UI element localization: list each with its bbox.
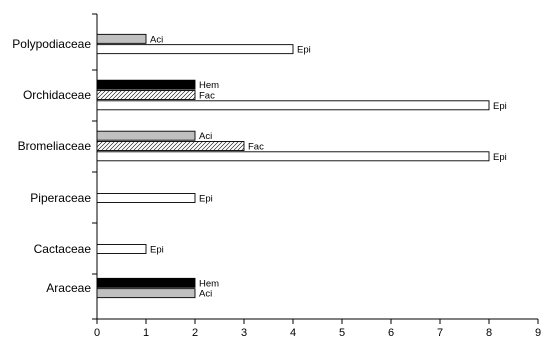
bar-label: Epi — [493, 152, 507, 163]
bar-label: Hem — [199, 80, 219, 91]
bar-label: Aci — [199, 131, 212, 142]
bar-aci — [96, 33, 147, 44]
bar-fac — [96, 90, 196, 100]
x-tick-label: 3 — [241, 327, 247, 339]
x-tick-label: 4 — [290, 327, 296, 339]
bar-hem — [96, 277, 196, 288]
bar-label: Epi — [199, 194, 213, 205]
x-tick-label: 0 — [94, 327, 100, 339]
x-tick-label: 5 — [339, 327, 345, 339]
bar-fac — [96, 141, 245, 151]
category-label: Piperaceae — [30, 191, 91, 205]
bar-label: Epi — [150, 245, 164, 256]
bar-epi — [96, 100, 490, 111]
category-label: Araceae — [46, 281, 91, 295]
bar-label: Aci — [199, 289, 212, 300]
category-label: Bromeliaceae — [18, 139, 92, 153]
category-label: Cactaceae — [34, 242, 92, 256]
bar-epi — [96, 151, 490, 162]
bar-label: Aci — [150, 34, 163, 45]
bar-aci — [96, 288, 196, 299]
plot-area: 0 1 2 3 4 5 6 7 8 9 Polypodiaceae Aci Epi Orchidaceae… — [12, 13, 541, 339]
x-tick-label: 8 — [486, 327, 492, 339]
bar-aci — [96, 130, 196, 141]
x-tick-label: 2 — [192, 327, 198, 339]
category-label: Polypodiaceae — [12, 37, 91, 51]
bar-label: Fac — [199, 91, 215, 102]
x-tick-label: 1 — [143, 327, 149, 339]
bar-label: Fac — [248, 142, 264, 153]
bar-epi — [96, 244, 147, 254]
category-label: Orchidaceae — [23, 88, 91, 102]
bar-epi — [96, 44, 294, 55]
bar-epi — [96, 193, 196, 203]
x-tick-label: 6 — [388, 327, 394, 339]
bar-label: Epi — [493, 101, 507, 112]
bar-hem — [96, 79, 196, 90]
bar-label: Epi — [297, 45, 311, 56]
x-tick-label: 9 — [535, 327, 541, 339]
bar-label: Hem — [199, 278, 219, 289]
x-tick-label: 7 — [437, 327, 443, 339]
